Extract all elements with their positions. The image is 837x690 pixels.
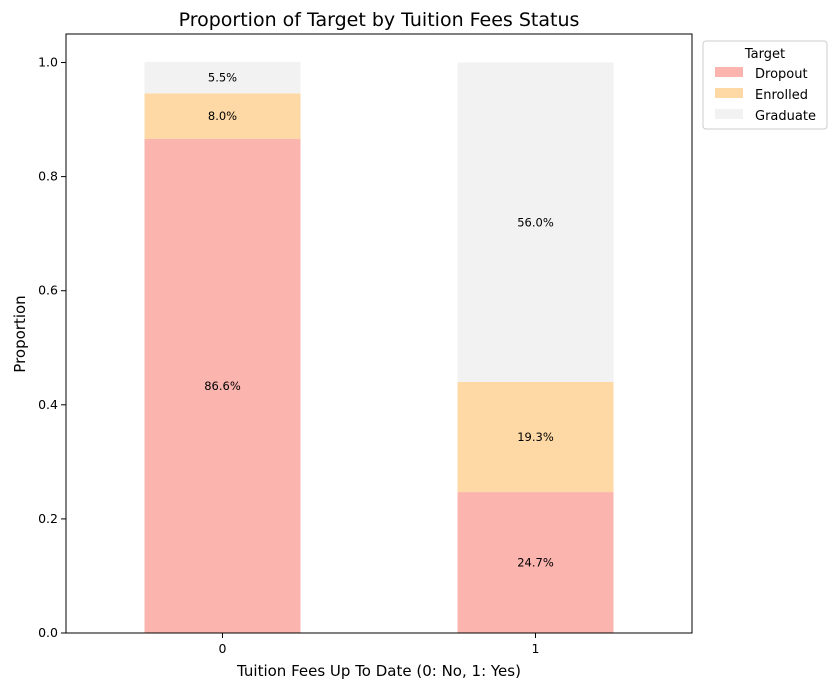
x-tick-label-0: 0 [219, 641, 227, 656]
x-axis-label: Tuition Fees Up To Date (0: No, 1: Yes) [236, 662, 521, 680]
y-tick-label-0.0: 0.0 [38, 625, 58, 640]
bars-layer [144, 61, 614, 633]
bar-labels-layer: 86.6% 8.0% 5.5% 24.7% 19.3% 56.0% [204, 71, 554, 570]
data-label-graduate-cat-1: 56.0% [517, 215, 554, 229]
legend-label-dropout: Dropout [755, 67, 808, 82]
y-tick-label-0.6: 0.6 [38, 283, 58, 298]
x-tick-label-1: 1 [532, 641, 540, 656]
bar-dropout-cat-1 [457, 492, 614, 633]
bar-graduate-cat-1 [457, 62, 614, 382]
data-label-graduate-cat-0: 5.5% [208, 71, 237, 85]
bar-graduate-cat-0 [144, 61, 301, 94]
y-tick-label-1.0: 1.0 [38, 55, 58, 70]
legend-label-graduate: Graduate [755, 109, 816, 124]
data-label-enrolled-cat-0: 8.0% [208, 109, 237, 123]
bar-dropout-cat-0 [144, 138, 301, 633]
y-tick-label-0.4: 0.4 [38, 397, 58, 412]
plot-frame [65, 33, 693, 634]
y-axis-label: Proportion [11, 295, 29, 372]
legend-swatch-enrolled [715, 88, 743, 98]
y-axis: 0.0 0.2 0.4 0.6 0.8 1.0 [38, 55, 66, 640]
chart-title: Proportion of Target by Tuition Fees Sta… [179, 9, 580, 31]
data-label-enrolled-cat-1: 19.3% [517, 430, 554, 444]
legend-swatch-graduate [715, 109, 743, 119]
legend: Target Dropout Enrolled Graduate [702, 40, 828, 130]
y-tick-label-0.8: 0.8 [38, 169, 58, 184]
y-tick-label-0.2: 0.2 [38, 511, 58, 526]
data-label-dropout-cat-0: 86.6% [204, 379, 241, 393]
data-label-dropout-cat-1: 24.7% [517, 556, 554, 570]
legend-label-enrolled: Enrolled [755, 88, 808, 103]
bar-enrolled-cat-0 [144, 93, 301, 139]
legend-swatch-dropout [715, 67, 743, 77]
legend-title: Target [744, 47, 785, 62]
legend-frame [702, 40, 828, 130]
bar-enrolled-cat-1 [457, 381, 614, 493]
